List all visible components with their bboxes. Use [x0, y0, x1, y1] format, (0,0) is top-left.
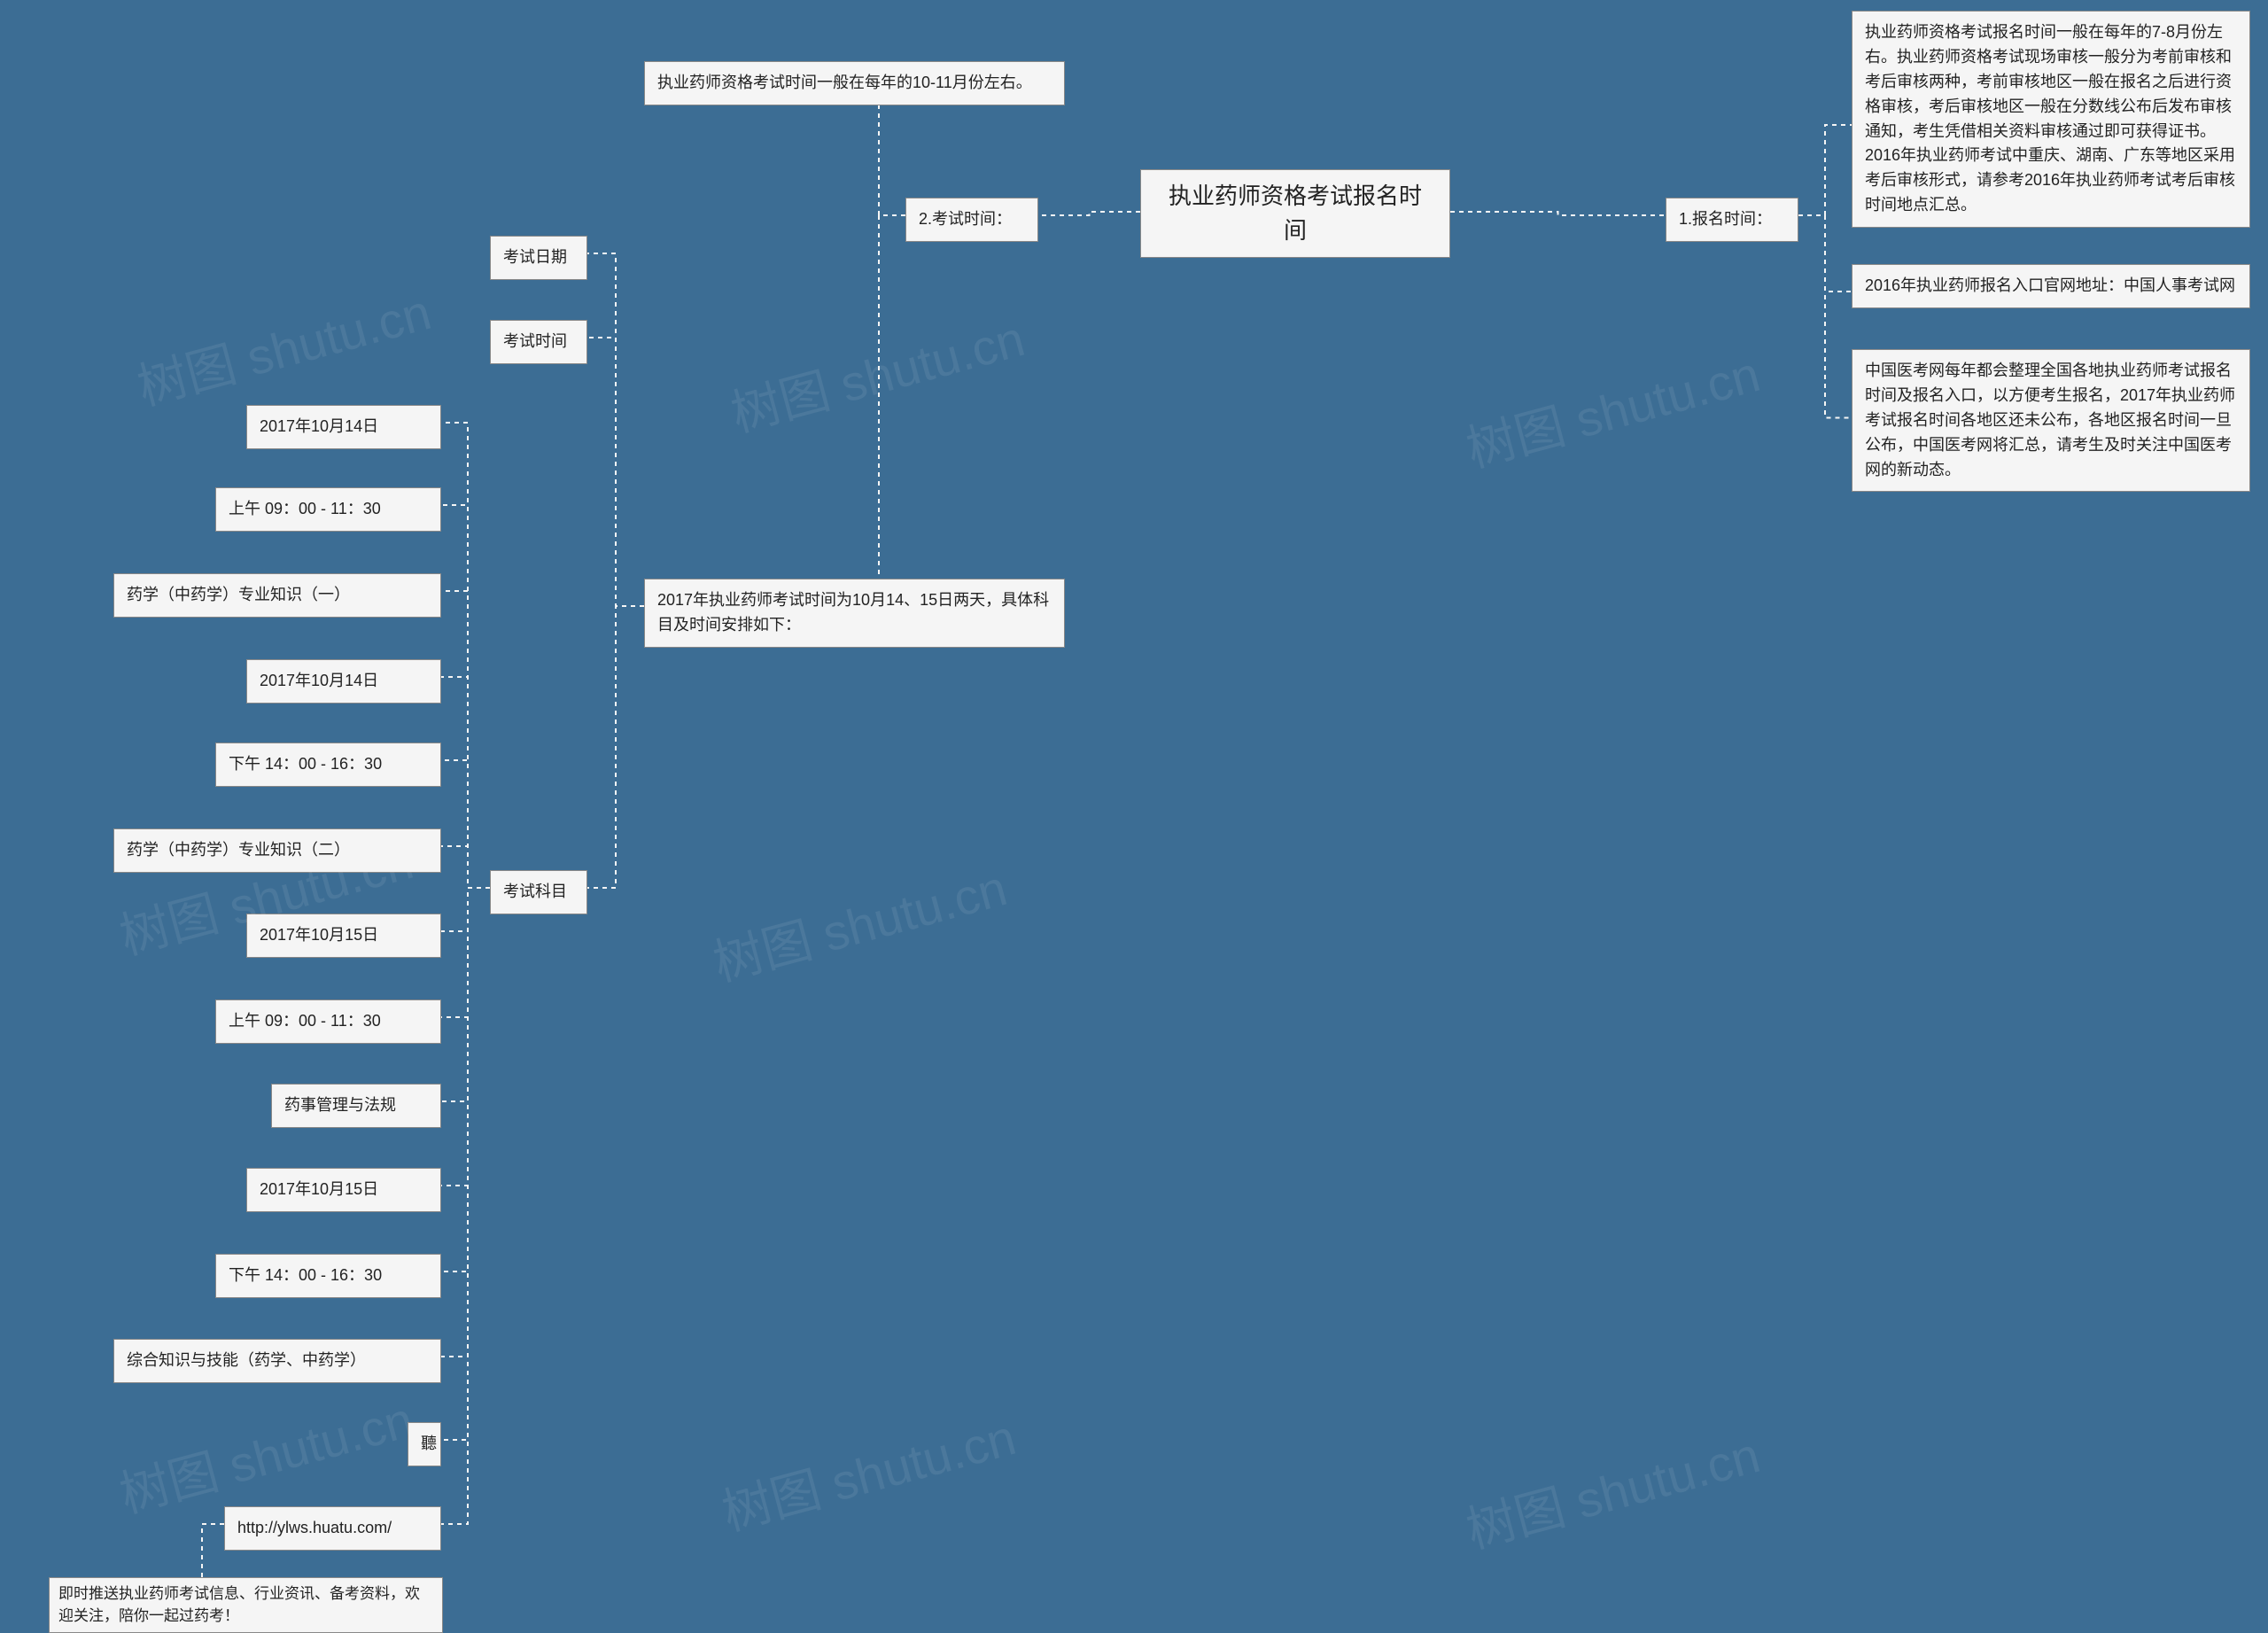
center: 执业药师资格考试报名时 间	[1140, 169, 1450, 258]
sched-13: http://ylws.huatu.com/	[224, 1506, 441, 1551]
right-child-2: 中国医考网每年都会整理全国各地执业药师考试报名时间及报名入口，以方便考生报名，2…	[1852, 349, 2250, 492]
sched-9: 2017年10月15日	[246, 1168, 441, 1212]
sched-10: 下午 14：00 - 16：30	[215, 1254, 441, 1298]
sched-11: 综合知识与技能（药学、中药学）	[113, 1339, 441, 1383]
exam-subj: 考试科目	[490, 870, 587, 914]
sched-4: 下午 14：00 - 16：30	[215, 743, 441, 787]
extra-left: 即时推送执业药师考试信息、行业资讯、备考资料，欢迎关注，陪你一起过药考！	[49, 1577, 443, 1633]
sched-5: 药学（中药学）专业知识（二）	[113, 828, 441, 873]
sched-8: 药事管理与法规	[271, 1084, 441, 1128]
sched-12: 聽	[408, 1422, 441, 1466]
left-child-0: 执业药师资格考试时间一般在每年的10-11月份左右。	[644, 61, 1065, 105]
exam-date: 考试日期	[490, 236, 587, 280]
exam-time: 考试时间	[490, 320, 587, 364]
sched-3: 2017年10月14日	[246, 659, 441, 704]
right-child-0: 执业药师资格考试报名时间一般在每年的7-8月份左右。执业药师资格考试现场审核一般…	[1852, 11, 2250, 228]
right-title: 1.报名时间：	[1666, 198, 1798, 242]
sched-1: 上午 09：00 - 11：30	[215, 487, 441, 532]
right-child-1: 2016年执业药师报名入口官网地址：中国人事考试网	[1852, 264, 2250, 308]
left-title: 2.考试时间：	[905, 198, 1038, 242]
sched-0: 2017年10月14日	[246, 405, 441, 449]
sched-2: 药学（中药学）专业知识（一）	[113, 573, 441, 618]
sched-7: 上午 09：00 - 11：30	[215, 999, 441, 1044]
sched-6: 2017年10月15日	[246, 914, 441, 958]
left-child-1: 2017年执业药师考试时间为10月14、15日两天，具体科目及时间安排如下：	[644, 579, 1065, 648]
